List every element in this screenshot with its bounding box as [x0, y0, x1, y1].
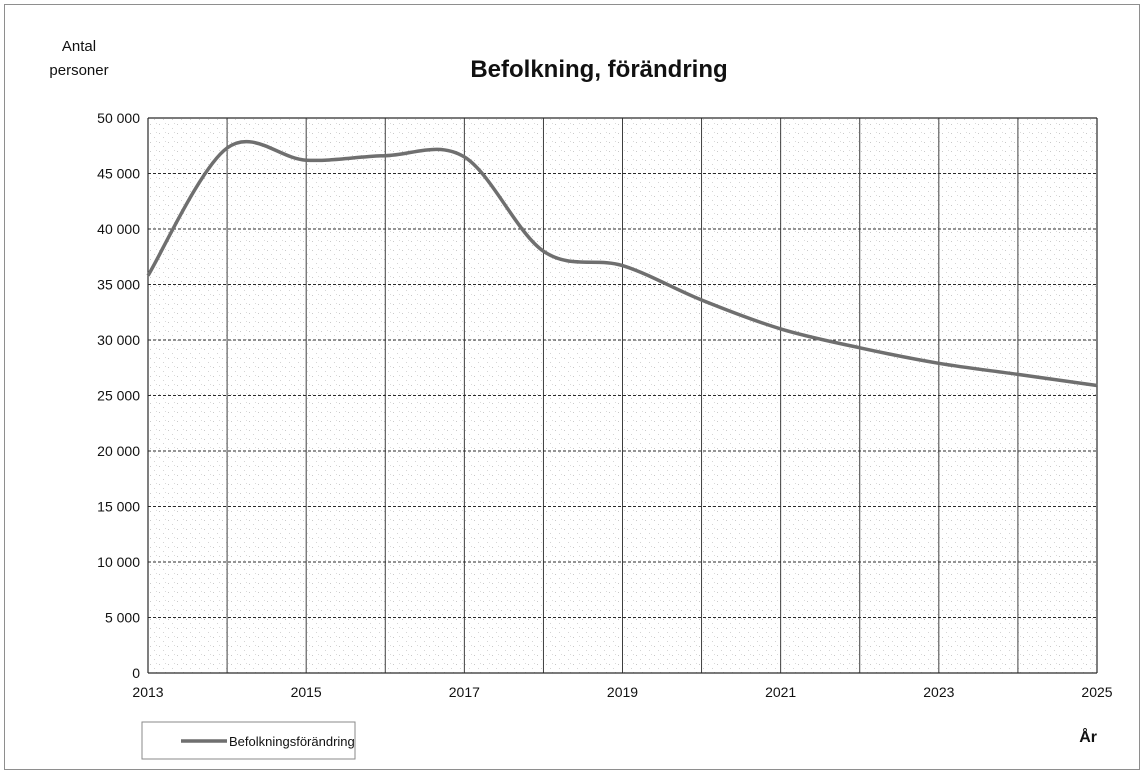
y-tick-label: 40 000 — [97, 221, 140, 237]
y-tick-label: 25 000 — [97, 388, 140, 404]
x-tick-label: 2013 — [132, 684, 163, 700]
x-tick-label: 2023 — [923, 684, 954, 700]
chart-frame: Befolkning, förändring Antal personer 0 5… — [4, 4, 1140, 770]
legend: Befolkningsförändring — [141, 721, 356, 760]
line-chart: Befolkning, förändring Antal personer 0 5… — [49, 38, 1113, 760]
y-tick-label: 30 000 — [97, 332, 140, 348]
y-tick-label: 45 000 — [97, 166, 140, 182]
chart-title: Befolkning, förändring — [470, 56, 727, 83]
y-tick-label: 15 000 — [97, 499, 140, 515]
x-tick-label: 2021 — [765, 684, 796, 700]
series-line-befolkningsforandring — [146, 139, 1098, 388]
legend-entry-label: Befolkningsförändring — [229, 734, 355, 749]
grid-lines — [147, 117, 1098, 674]
y-tick-label: 50 000 — [97, 110, 140, 126]
y-tick-labels: 0 5 000 10 000 15 000 20 000 25 000 30 000 35 0… — [97, 110, 140, 681]
y-tick-label: 35 000 — [97, 277, 140, 293]
y-tick-label: 5 000 — [105, 610, 140, 626]
x-tick-label: 2019 — [607, 684, 638, 700]
x-tick-label: 2015 — [291, 684, 322, 700]
y-tick-label: 10 000 — [97, 554, 140, 570]
y-axis-label-line-1: Antal — [62, 38, 96, 55]
y-tick-label: 0 — [132, 665, 140, 681]
y-axis-label-line-2: personer — [49, 62, 108, 79]
x-tick-label: 2017 — [449, 684, 480, 700]
x-axis-label: År — [1079, 727, 1097, 746]
x-tick-labels: 2013 2015 2017 2019 2021 2023 2025 — [132, 684, 1112, 700]
x-tick-label: 2025 — [1081, 684, 1112, 700]
y-tick-label: 20 000 — [97, 443, 140, 459]
